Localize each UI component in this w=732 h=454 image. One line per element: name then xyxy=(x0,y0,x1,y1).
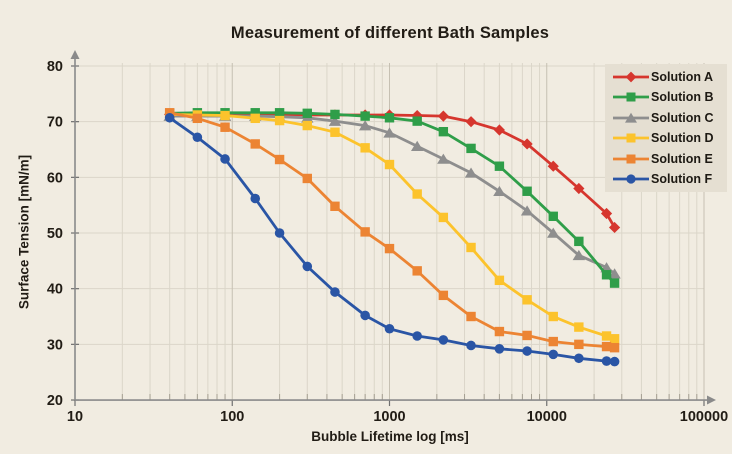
svg-text:60: 60 xyxy=(47,170,63,186)
svg-text:100: 100 xyxy=(220,409,244,425)
legend-label: Solution F xyxy=(651,172,713,187)
square-marker-icon xyxy=(613,92,649,102)
legend-item-solution-d: Solution D xyxy=(605,128,727,148)
y-axis-title: Surface Tension [mN/m] xyxy=(16,154,32,310)
x-axis-arrow-icon xyxy=(707,395,716,405)
legend-item-solution-c: Solution C xyxy=(605,108,727,128)
legend-item-solution-f: Solution F xyxy=(605,169,727,189)
square-marker-icon xyxy=(613,133,649,143)
axes xyxy=(70,50,716,405)
legend: Solution A Solution B Solution C Solution D… xyxy=(605,64,727,192)
square-marker-icon xyxy=(613,154,649,164)
diamond-marker-icon xyxy=(613,71,649,82)
tick-labels: 20 30 40 50 60 70 80 10 100 1000 10000 100000 xyxy=(47,59,728,425)
legend-item-solution-e: Solution E xyxy=(605,149,727,169)
series-solution-f xyxy=(164,112,620,367)
legend-item-solution-b: Solution B xyxy=(605,87,727,107)
legend-label: Solution B xyxy=(651,90,714,105)
svg-text:100000: 100000 xyxy=(680,409,728,425)
chart-title: Measurement of different Bath Samples xyxy=(230,24,550,42)
svg-text:30: 30 xyxy=(47,337,63,353)
svg-text:1000: 1000 xyxy=(373,409,405,425)
svg-text:80: 80 xyxy=(47,59,63,75)
series-solution-d xyxy=(164,109,620,344)
legend-label: Solution A xyxy=(651,69,714,84)
series-solution-b xyxy=(164,108,620,288)
y-axis-arrow-icon xyxy=(70,50,80,59)
legend-item-solution-a: Solution A xyxy=(605,67,727,87)
legend-label: Solution E xyxy=(651,151,713,166)
legend-label: Solution C xyxy=(651,110,714,125)
svg-text:40: 40 xyxy=(47,282,63,298)
triangle-marker-icon xyxy=(613,112,649,123)
series-solution-e xyxy=(164,108,620,353)
svg-text:10: 10 xyxy=(67,409,83,425)
legend-label: Solution D xyxy=(651,131,714,146)
x-axis-title: Bubble Lifetime log [ms] xyxy=(311,429,469,444)
svg-text:70: 70 xyxy=(47,115,63,131)
circle-marker-icon xyxy=(613,174,649,184)
svg-text:50: 50 xyxy=(47,226,63,242)
svg-text:10000: 10000 xyxy=(527,409,567,425)
svg-text:20: 20 xyxy=(47,393,63,409)
